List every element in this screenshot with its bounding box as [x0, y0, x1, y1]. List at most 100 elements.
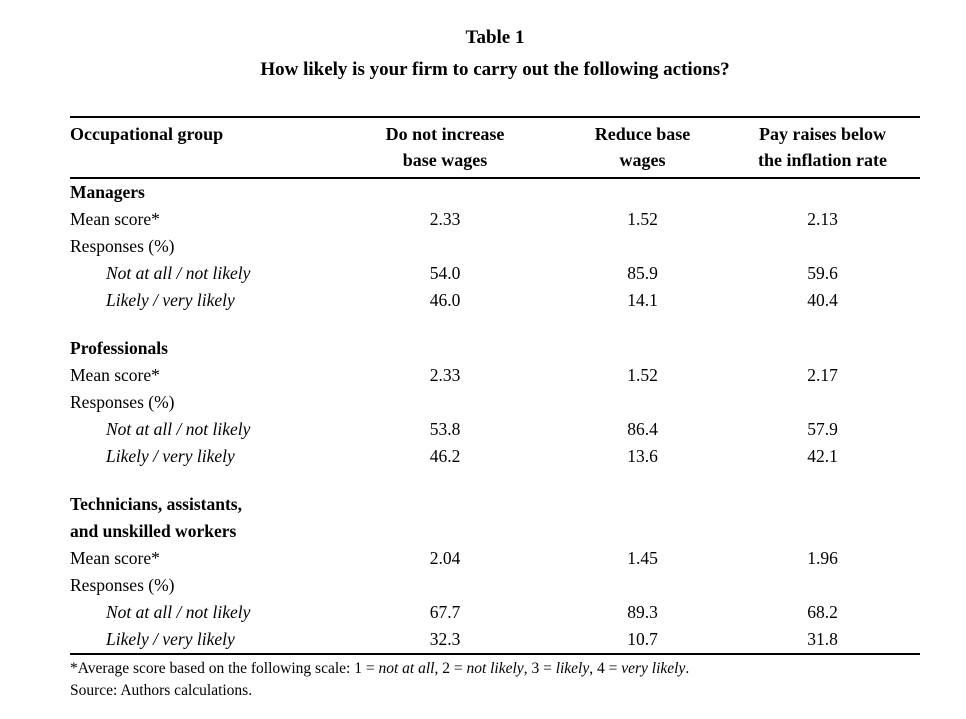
value-cell: 32.3 — [429, 629, 461, 649]
spacer-cell — [70, 314, 920, 335]
group-name: Managers — [70, 182, 145, 202]
row-label: Responses (%) — [70, 575, 175, 595]
empty-cell — [560, 572, 725, 599]
spacer-cell — [70, 470, 920, 491]
value-cell: 13.6 — [627, 446, 658, 466]
row-label: Likely / very likely — [106, 290, 235, 310]
response-row: Not at all / not likely 54.0 85.9 59.6 — [70, 260, 920, 287]
value-cell: 46.2 — [429, 446, 461, 466]
empty-cell — [330, 389, 560, 416]
footnote-segment: *Average score based on the following sc… — [70, 660, 379, 677]
empty-cell — [725, 572, 920, 599]
empty-cell — [725, 233, 920, 260]
group-spacer — [70, 314, 920, 335]
header-line: Reduce base — [594, 124, 691, 144]
value-cell: 31.8 — [807, 629, 838, 649]
group-name-row-technicians: Technicians, assistants, and unskilled w… — [70, 491, 920, 545]
value-cell: 85.9 — [627, 263, 658, 283]
value-cell: 14.1 — [627, 290, 658, 310]
footnote-segment: very likely — [621, 660, 686, 677]
value-cell: 68.2 — [807, 602, 838, 622]
header-line: Do not increase — [385, 124, 505, 144]
empty-cell — [330, 572, 560, 599]
value-cell: 67.7 — [429, 602, 461, 622]
header-line: the inflation rate — [758, 150, 887, 170]
empty-cell — [725, 389, 920, 416]
value-cell: 2.04 — [429, 548, 461, 568]
value-cell: 2.17 — [807, 365, 838, 385]
row-label: Mean score* — [70, 365, 160, 385]
footnote-segment: , 3 = — [523, 660, 556, 677]
group-name-row-managers: Managers — [70, 178, 920, 206]
value-cell: 1.52 — [627, 365, 658, 385]
value-cell: 2.33 — [429, 365, 461, 385]
empty-cell — [330, 178, 560, 206]
footnote-segment: not likely — [466, 660, 524, 677]
value-cell: 1.45 — [627, 548, 658, 568]
response-row: Not at all / not likely 53.8 86.4 57.9 — [70, 416, 920, 443]
mean-score-row: Mean score* 2.04 1.45 1.96 — [70, 545, 920, 572]
value-cell: 10.7 — [627, 629, 658, 649]
empty-cell — [725, 491, 920, 545]
column-header-reduce-base-wages: Reduce base wages — [560, 116, 725, 179]
value-cell: 1.52 — [627, 209, 658, 229]
empty-cell — [560, 233, 725, 260]
column-header-pay-raises-below-inflation: Pay raises below the inflation rate — [725, 116, 920, 179]
mean-score-row: Mean score* 2.33 1.52 2.17 — [70, 362, 920, 389]
mean-score-row: Mean score* 2.33 1.52 2.13 — [70, 206, 920, 233]
row-label: Responses (%) — [70, 236, 175, 256]
data-table: Occupational group Do not increase base … — [70, 116, 920, 655]
group-name-row-professionals: Professionals — [70, 335, 920, 362]
empty-cell — [560, 178, 725, 206]
empty-cell — [330, 233, 560, 260]
empty-cell — [560, 335, 725, 362]
empty-cell — [725, 178, 920, 206]
value-cell: 53.8 — [429, 419, 461, 439]
empty-cell — [330, 335, 560, 362]
column-header-do-not-increase: Do not increase base wages — [330, 116, 560, 179]
responses-label-row: Responses (%) — [70, 233, 920, 260]
group-name: Professionals — [70, 338, 168, 358]
response-row: Likely / very likely 46.2 13.6 42.1 — [70, 443, 920, 470]
footnote-segment: not at all — [378, 660, 435, 677]
value-cell: 59.6 — [807, 263, 838, 283]
footnote-segment: , 4 = — [589, 660, 622, 677]
value-cell: 2.13 — [807, 209, 838, 229]
row-label: Mean score* — [70, 548, 160, 568]
table-number-title: Table 1 — [465, 27, 525, 48]
footnote-segment: . — [685, 660, 690, 677]
group-spacer — [70, 470, 920, 491]
header-row: Occupational group Do not increase base … — [70, 116, 920, 179]
response-row: Likely / very likely 46.0 14.1 40.4 — [70, 287, 920, 314]
empty-cell — [725, 335, 920, 362]
document-page: Table 1 How likely is your firm to carry… — [70, 27, 920, 699]
row-label: Not at all / not likely — [106, 419, 251, 439]
header-line: wages — [619, 150, 666, 170]
responses-label-row: Responses (%) — [70, 389, 920, 416]
responses-label-row: Responses (%) — [70, 572, 920, 599]
footnote-segment: likely — [555, 660, 590, 677]
group-name: Technicians, assistants, and unskilled w… — [70, 494, 242, 541]
response-row: Not at all / not likely 67.7 89.3 68.2 — [70, 599, 920, 626]
row-label: Likely / very likely — [106, 629, 235, 649]
value-cell: 42.1 — [807, 446, 838, 466]
row-label: Likely / very likely — [106, 446, 235, 466]
source-note: Source: Authors calculations. — [70, 682, 253, 699]
row-label: Not at all / not likely — [106, 602, 251, 622]
footnote-segment: , 2 = — [434, 660, 467, 677]
value-cell: 89.3 — [627, 602, 658, 622]
value-cell: 1.96 — [807, 548, 838, 568]
value-cell: 54.0 — [429, 263, 461, 283]
value-cell: 57.9 — [807, 419, 838, 439]
value-cell: 86.4 — [627, 419, 658, 439]
empty-cell — [560, 389, 725, 416]
row-label: Not at all / not likely — [106, 263, 251, 283]
row-label: Mean score* — [70, 209, 160, 229]
header-line: Pay raises below — [759, 124, 886, 144]
empty-cell — [560, 491, 725, 545]
row-label: Responses (%) — [70, 392, 175, 412]
header-line: base wages — [402, 150, 488, 170]
value-cell: 2.33 — [429, 209, 461, 229]
empty-cell — [330, 491, 560, 545]
column-header-occupational-group: Occupational group — [70, 116, 330, 179]
